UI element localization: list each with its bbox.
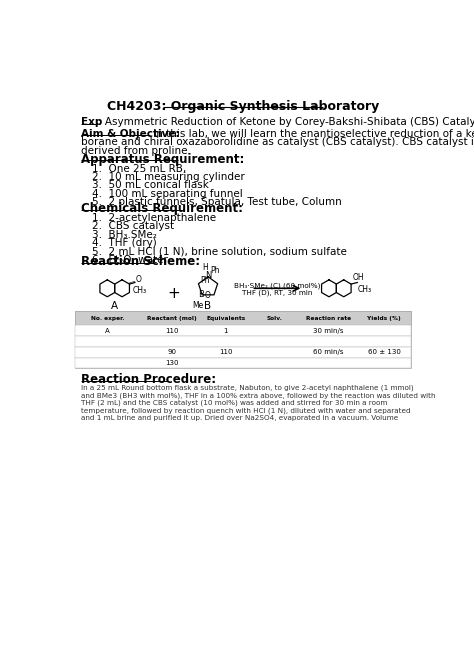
Text: BH₃·SMe₂ (C) (60 mol%): BH₃·SMe₂ (C) (60 mol%) — [234, 282, 320, 289]
Text: A: A — [105, 328, 110, 334]
Text: Aim & Objective:: Aim & Objective: — [81, 129, 180, 139]
Text: Exp: Exp — [81, 117, 102, 127]
Text: Reaction rate: Reaction rate — [306, 316, 351, 321]
Text: OH: OH — [353, 273, 365, 283]
Text: Chemicals Requirement:: Chemicals Requirement: — [81, 202, 243, 215]
Text: 130: 130 — [165, 360, 178, 366]
Text: Yields (%): Yields (%) — [367, 316, 401, 321]
Text: and 1 mL brine and purified it up. Dried over Na2SO4, evaporated in a vacuum. Vo: and 1 mL brine and purified it up. Dried… — [81, 415, 398, 421]
Text: 1.  One 25 mL RB,: 1. One 25 mL RB, — [92, 163, 186, 174]
Text: : Asymmetric Reduction of Ketone by Corey-Bakshi-Shibata (CBS) Catalyst: : Asymmetric Reduction of Ketone by Core… — [98, 117, 474, 127]
Text: 90: 90 — [167, 349, 176, 355]
Text: 2.  10 mL measuring cylinder: 2. 10 mL measuring cylinder — [92, 172, 245, 182]
Text: CH4203: Organic Synthesis Laboratory: CH4203: Organic Synthesis Laboratory — [107, 100, 379, 113]
Text: 1: 1 — [224, 328, 228, 334]
Text: H: H — [202, 263, 208, 272]
Text: Reaction Scheme:: Reaction Scheme: — [81, 255, 200, 268]
Text: 4.  100 mL separating funnel: 4. 100 mL separating funnel — [92, 189, 243, 199]
Text: Solv.: Solv. — [266, 316, 282, 321]
Text: Me: Me — [192, 301, 204, 310]
Text: Reaction Procedure:: Reaction Procedure: — [81, 373, 216, 386]
Text: 2.  CBS catalyst: 2. CBS catalyst — [92, 221, 174, 231]
Text: No. exper.: No. exper. — [91, 316, 125, 321]
Bar — [75, 336, 411, 347]
Text: In a 25 mL Round bottom flask a substrate, Nabuton, to give 2-acetyl naphthalene: In a 25 mL Round bottom flask a substrat… — [81, 385, 414, 391]
Text: Reactant (mol): Reactant (mol) — [147, 316, 197, 321]
Text: 3.  50 mL conical flask: 3. 50 mL conical flask — [92, 180, 209, 190]
Text: THF (2 mL) and the CBS catalyst (10 mol%) was added and stirred for 30 min a roo: THF (2 mL) and the CBS catalyst (10 mol%… — [81, 400, 387, 407]
Bar — [75, 312, 411, 368]
Bar — [75, 325, 411, 336]
Text: N: N — [205, 271, 211, 281]
Text: 5.  2 plastic funnels, Spatula, Test tube, Column: 5. 2 plastic funnels, Spatula, Test tube… — [92, 198, 342, 208]
Text: 4.  THF (dry): 4. THF (dry) — [92, 239, 156, 249]
Text: temperature, followed by reaction quench with HCl (1 N), diluted with water and : temperature, followed by reaction quench… — [81, 407, 410, 414]
Text: In this lab, we will learn the enantioselective reduction of a ketone using: In this lab, we will learn the enantiose… — [150, 129, 474, 139]
Text: O: O — [136, 275, 142, 284]
Text: A: A — [111, 301, 118, 311]
Text: +: + — [168, 286, 180, 301]
Bar — [75, 347, 411, 358]
Text: THF (D), RT, 30 min: THF (D), RT, 30 min — [242, 290, 312, 296]
Text: 30 min/s: 30 min/s — [313, 328, 344, 334]
Text: 110: 110 — [165, 328, 178, 334]
Text: CH₃: CH₃ — [358, 285, 372, 294]
Text: CH₃: CH₃ — [133, 285, 146, 295]
Text: Equivalents: Equivalents — [206, 316, 246, 321]
Text: O: O — [205, 291, 211, 300]
Text: borane and chiral oxazaborolidine as catalyst (CBS catalyst). CBS catalyst is a : borane and chiral oxazaborolidine as cat… — [81, 137, 474, 147]
Text: Apparatus Requirement:: Apparatus Requirement: — [81, 153, 244, 165]
Text: 60 ± 130: 60 ± 130 — [368, 349, 401, 355]
Text: 6.  Et₂O, water: 6. Et₂O, water — [92, 255, 168, 265]
Text: 110: 110 — [219, 349, 233, 355]
Text: derived from proline.: derived from proline. — [81, 146, 191, 156]
Bar — [75, 312, 411, 325]
Text: Ph: Ph — [210, 266, 220, 275]
Text: Ph: Ph — [200, 276, 210, 285]
Text: 5.  2 mL HCl (1 N), brine solution, sodium sulfate: 5. 2 mL HCl (1 N), brine solution, sodiu… — [92, 247, 346, 257]
Text: and BMe3 (BH3 with mol%), THF in a 100% extra above, followed by the reaction wa: and BMe3 (BH3 with mol%), THF in a 100% … — [81, 392, 436, 399]
Text: 60 min/s: 60 min/s — [313, 349, 344, 355]
Text: 3.  BH₃.SMe₂: 3. BH₃.SMe₂ — [92, 230, 157, 240]
Text: B: B — [199, 290, 204, 299]
Text: B: B — [204, 301, 211, 311]
Text: 1.  2-acetylenapthalene: 1. 2-acetylenapthalene — [92, 213, 216, 223]
Bar — [75, 358, 411, 369]
